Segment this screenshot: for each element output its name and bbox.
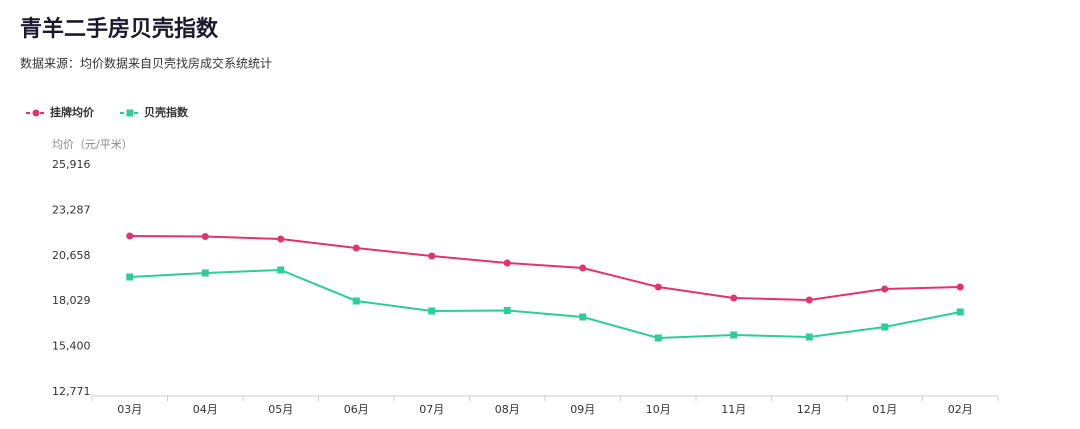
point xyxy=(956,308,964,316)
chart-subtitle: 数据来源：均价数据来自贝壳找房成交系统统计 xyxy=(20,56,272,71)
line xyxy=(129,268,961,339)
x-tick-label: 11月 xyxy=(721,403,746,416)
point xyxy=(805,333,813,341)
point xyxy=(352,297,360,305)
x-tick-label: 10月 xyxy=(646,403,671,416)
point xyxy=(428,252,436,260)
x-tick-label: 03月 xyxy=(117,403,142,416)
point xyxy=(201,269,209,277)
legend-marker xyxy=(126,109,134,117)
x-tick-label: 01月 xyxy=(872,403,897,416)
legend-label: 挂牌均价 xyxy=(50,105,95,119)
point xyxy=(956,283,964,291)
legend-marker xyxy=(32,109,40,117)
y-tick-label: 25,916 xyxy=(52,158,91,171)
x-tick-label: 02月 xyxy=(948,403,973,416)
x-tick-label: 08月 xyxy=(495,403,520,416)
x-tick-label: 06月 xyxy=(344,403,369,416)
point xyxy=(277,235,285,243)
point xyxy=(805,296,813,304)
point xyxy=(126,273,134,281)
x-tick-label: 09月 xyxy=(570,403,595,416)
line xyxy=(129,234,961,301)
x-tick-label: 05月 xyxy=(268,403,293,416)
point xyxy=(428,307,436,315)
point xyxy=(881,285,889,293)
point xyxy=(503,259,511,267)
y-tick-label: 23,287 xyxy=(52,203,91,216)
x-tick-label: 12月 xyxy=(797,403,822,416)
chart-title: 青羊二手房贝壳指数 xyxy=(20,16,219,42)
y-tick-label: 20,658 xyxy=(52,249,91,262)
point xyxy=(730,294,738,302)
point xyxy=(503,306,511,314)
point xyxy=(730,331,738,339)
point xyxy=(277,266,285,274)
y-axis-label: 均价（元/平米） xyxy=(52,138,133,151)
legend-label: 贝壳指数 xyxy=(144,105,189,119)
y-tick-label: 15,400 xyxy=(52,340,91,353)
point xyxy=(126,232,134,240)
point xyxy=(352,244,360,252)
point xyxy=(579,264,587,272)
y-tick-label: 18,029 xyxy=(52,294,91,307)
y-tick-label: 12,771 xyxy=(52,385,91,398)
point xyxy=(654,334,662,342)
x-tick-label: 07月 xyxy=(419,403,444,416)
point xyxy=(881,323,889,331)
point xyxy=(654,283,662,291)
point xyxy=(579,313,587,321)
x-tick-label: 04月 xyxy=(193,403,218,416)
point xyxy=(201,232,209,240)
